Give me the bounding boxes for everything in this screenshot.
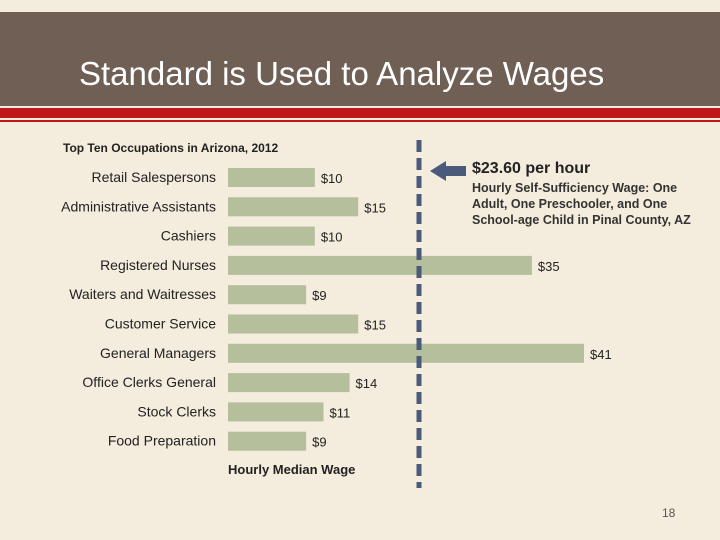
bar [228,402,324,422]
category-label: Cashiers [161,228,216,244]
bar [228,314,359,334]
bar [228,285,307,305]
red-rule-thin [0,120,720,122]
callout-description: Hourly Self-Sufficiency Wage: One Adult,… [472,181,691,227]
bar [228,168,315,187]
category-label: Waiters and Waitresses [69,286,216,302]
bar [228,343,584,363]
slide-title: Standard is Used to Analyze Wages [79,55,605,92]
category-label: Customer Service [105,316,216,332]
value-label: $41 [590,347,612,362]
x-axis-label: Hourly Median Wage [228,462,355,477]
bar [228,373,350,393]
value-label: $11 [330,405,351,420]
category-label: Retail Salespersons [91,169,216,185]
title-band: Standard is Used to Analyze Wages [0,12,720,106]
category-label: Stock Clerks [137,403,216,419]
value-label: $9 [312,435,326,450]
bar [228,255,532,275]
bar [228,431,307,451]
bar [228,197,359,217]
bars-group: Retail Salespersons $10 Administrative Ass… [61,168,612,451]
page-number: 18 [662,506,676,520]
category-label: Registered Nurses [100,257,216,273]
red-rule [0,108,720,118]
value-label: $15 [364,200,386,215]
category-label: General Managers [100,345,216,361]
value-label: $10 [321,171,343,186]
value-label: $15 [364,318,386,333]
category-label: Administrative Assistants [61,198,216,214]
chart-title: Top Ten Occupations in Arizona, 2012 [63,141,278,155]
reference-arrow-icon [430,161,466,181]
category-label: Office Clerks General [82,374,216,390]
value-label: $10 [321,230,343,245]
value-label: $14 [356,376,378,391]
value-label: $9 [312,288,326,303]
value-label: $35 [538,259,560,274]
callout-value: $23.60 per hour [472,160,591,177]
bar [228,226,315,246]
category-label: Food Preparation [108,433,216,449]
